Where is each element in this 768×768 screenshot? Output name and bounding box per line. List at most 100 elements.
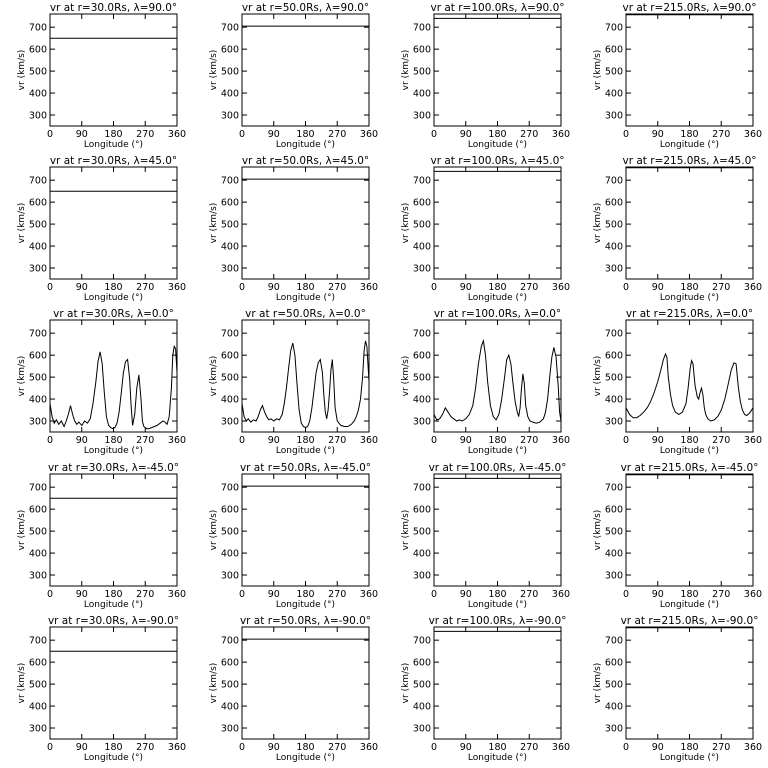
y-tick-label: 400 [221,549,239,560]
x-tick-label: 360 [360,742,378,753]
x-tick-label: 180 [488,129,506,140]
plot-frame [49,166,178,280]
y-tick-label: 700 [605,483,623,494]
y-tick-label: 300 [605,724,623,735]
x-axis-label: Longitude (°) [84,753,143,763]
x-tick-label: 0 [623,435,629,446]
y-tick-label: 300 [605,111,623,122]
x-tick-label: 360 [744,435,762,446]
y-tick-label: 300 [413,264,431,275]
panel-13: vr at r=30.0Rs, λ=-45.0° 0 90 180 270 360 300 4… [17,462,186,610]
y-tick-label: 600 [413,45,431,56]
y-axis-label: vr (km/s) [17,510,27,551]
y-tick-label: 300 [221,417,239,428]
panel-6: vr at r=50.0Rs, λ=45.0° 0 90 180 270 360 300 40… [209,155,378,303]
x-tick-label: 180 [104,742,122,753]
panel-4: vr at r=215.0Rs, λ=90.0° 0 90 180 270 360 300 4… [593,2,762,150]
panel-title: vr at r=100.0Rs, λ=-90.0° [429,615,567,627]
plot-frame [241,13,370,127]
y-tick-label: 600 [413,198,431,209]
x-tick-label: 360 [744,589,762,600]
y-tick-label: 700 [413,329,431,340]
y-tick-label: 600 [413,505,431,516]
x-tick-label: 180 [104,589,122,600]
y-tick-label: 400 [605,549,623,560]
y-axis-label: vr (km/s) [209,510,219,551]
y-axis-label: vr (km/s) [17,203,27,244]
y-tick-label: 700 [221,483,239,494]
x-tick-label: 360 [552,589,570,600]
x-tick-label: 0 [239,282,245,293]
y-tick-label: 700 [605,329,623,340]
x-tick-label: 0 [47,589,53,600]
y-tick-label: 600 [29,658,47,669]
y-tick-label: 500 [29,527,47,538]
x-tick-label: 360 [552,282,570,293]
panel-title: vr at r=30.0Rs, λ=0.0° [53,308,174,320]
y-axis-label: vr (km/s) [593,203,603,244]
x-tick-label: 90 [76,742,88,753]
panel-title: vr at r=50.0Rs, λ=-90.0° [240,615,371,627]
plot-frame [241,626,370,740]
plot-frame [433,319,562,433]
y-tick-label: 500 [221,527,239,538]
x-tick-label: 270 [712,282,730,293]
x-axis-label: Longitude (°) [660,753,719,763]
x-axis-label: Longitude (°) [84,446,143,456]
y-tick-label: 600 [221,45,239,56]
x-tick-label: 90 [76,589,88,600]
x-tick-label: 270 [520,589,538,600]
x-tick-label: 270 [328,282,346,293]
y-axis-label: vr (km/s) [17,50,27,91]
x-tick-label: 0 [623,589,629,600]
y-tick-label: 600 [413,658,431,669]
y-tick-label: 600 [605,198,623,209]
y-axis-label: vr (km/s) [593,510,603,551]
x-tick-label: 90 [460,282,472,293]
y-tick-label: 600 [605,505,623,516]
x-tick-label: 360 [168,435,186,446]
y-tick-label: 300 [29,264,47,275]
panel-title: vr at r=30.0Rs, λ=-90.0° [48,615,179,627]
plot-frame [241,166,370,280]
y-tick-label: 400 [413,702,431,713]
y-tick-label: 300 [413,724,431,735]
x-tick-label: 0 [431,435,437,446]
x-tick-label: 360 [360,129,378,140]
y-tick-label: 300 [29,111,47,122]
plot-frame [241,319,370,433]
y-tick-label: 500 [29,67,47,78]
x-tick-label: 180 [488,742,506,753]
y-axis-label: vr (km/s) [17,356,27,397]
panel-18: vr at r=50.0Rs, λ=-90.0° 0 90 180 270 360 300 4… [209,615,378,763]
x-tick-label: 180 [296,282,314,293]
y-tick-label: 300 [221,724,239,735]
x-tick-label: 180 [488,589,506,600]
panel-15: vr at r=100.0Rs, λ=-45.0° 0 90 180 270 360 300… [401,462,570,610]
plot-frame [241,473,370,587]
plot-frame [433,13,562,127]
y-tick-label: 500 [29,220,47,231]
plot-frame [49,319,178,433]
panel-title: vr at r=50.0Rs, λ=0.0° [245,308,366,320]
x-tick-label: 360 [168,589,186,600]
x-axis-label: Longitude (°) [84,293,143,303]
plot-frame [625,166,754,280]
panel-title: vr at r=215.0Rs, λ=-90.0° [621,615,759,627]
panel-11: vr at r=100.0Rs, λ=0.0° 0 90 180 270 360 300 40… [401,308,570,456]
x-tick-label: 90 [460,742,472,753]
panel-title: vr at r=50.0Rs, λ=-45.0° [240,462,371,474]
y-tick-label: 600 [29,351,47,362]
series-line [49,345,178,430]
x-tick-label: 270 [136,129,154,140]
plot-frame [49,626,178,740]
x-tick-label: 0 [239,129,245,140]
x-tick-label: 180 [680,589,698,600]
panel-title: vr at r=215.0Rs, λ=-45.0° [621,462,759,474]
y-tick-label: 600 [413,351,431,362]
y-tick-label: 500 [413,527,431,538]
y-tick-label: 300 [605,571,623,582]
y-tick-label: 600 [605,658,623,669]
y-tick-label: 700 [221,23,239,34]
